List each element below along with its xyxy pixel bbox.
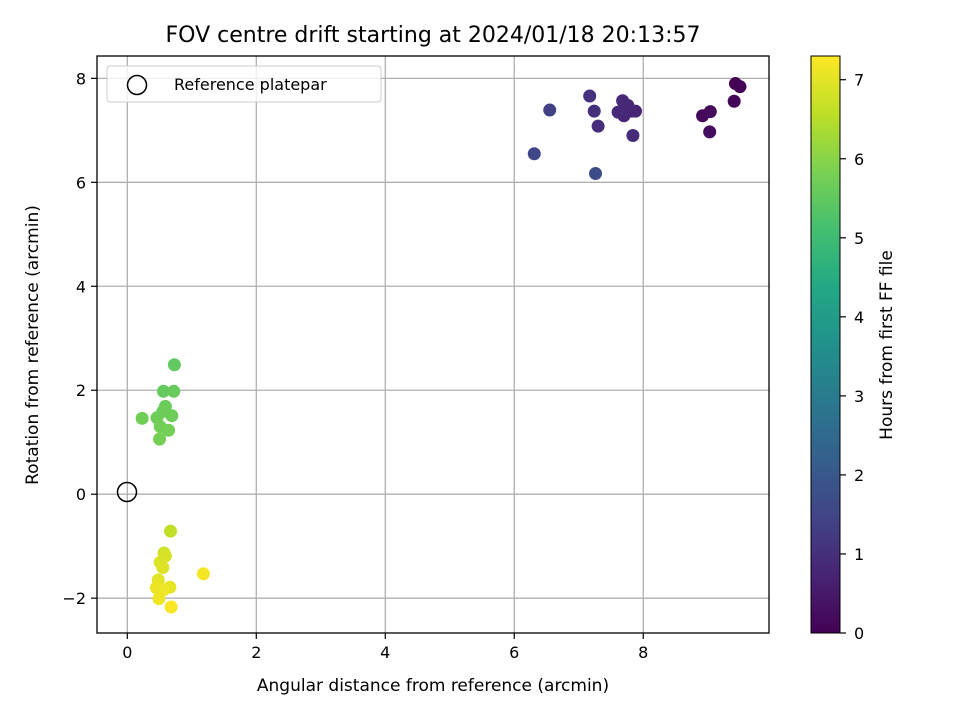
- data-point: [156, 384, 170, 398]
- y-tick-label: 4: [76, 277, 86, 296]
- data-point: [733, 80, 747, 94]
- y-tick-label: −2: [62, 589, 86, 608]
- data-point: [164, 600, 178, 614]
- colorbar-tick-label: 7: [854, 71, 864, 90]
- data-point: [156, 561, 170, 575]
- y-tick-label: 2: [76, 381, 86, 400]
- legend-box: [106, 65, 382, 103]
- data-point: [527, 147, 541, 161]
- data-point: [591, 119, 605, 133]
- colorbar-tick-label: 0: [854, 624, 864, 643]
- y-axis-label: Rotation from reference (arcmin): [23, 205, 43, 485]
- x-tick-label: 0: [122, 643, 132, 662]
- data-point: [152, 592, 166, 606]
- data-point: [543, 103, 557, 117]
- grid: [97, 56, 769, 633]
- colorbar: [810, 55, 841, 634]
- colorbar-tick-label: 2: [854, 466, 864, 485]
- data-point: [703, 105, 717, 119]
- chart-title: FOV centre drift starting at 2024/01/18 …: [166, 23, 701, 48]
- x-axis-label: Angular distance from reference (arcmin): [257, 676, 609, 696]
- colorbar-tick-label: 4: [854, 308, 864, 327]
- data-point: [589, 166, 603, 180]
- data-point: [626, 129, 640, 143]
- colorbar-tick-label: 3: [854, 387, 864, 406]
- data-point: [162, 423, 176, 437]
- legend: Reference platepar: [106, 65, 382, 103]
- data-point: [164, 524, 178, 538]
- colorbar-tick-label: 6: [854, 150, 864, 169]
- reference-point: [116, 481, 138, 503]
- data-point: [165, 409, 179, 423]
- x-tick-label: 8: [638, 643, 648, 662]
- colorbar-ticks: 0 1 2 3 4 5 6 7: [840, 71, 864, 643]
- legend-marker: [126, 74, 148, 96]
- x-tick-label: 4: [380, 643, 390, 662]
- data-points: [135, 77, 747, 614]
- colorbar-label: Hours from first FF file: [877, 250, 897, 440]
- data-point: [135, 411, 149, 425]
- colorbar-tick-label: 5: [854, 229, 864, 248]
- legend-label: Reference platepar: [174, 75, 327, 94]
- data-point: [167, 358, 181, 372]
- data-point: [727, 94, 741, 108]
- x-tick-label: 6: [509, 643, 519, 662]
- x-axis-ticks: 0 2 4 6 8: [122, 633, 648, 662]
- data-point: [153, 432, 167, 446]
- data-point: [583, 89, 597, 103]
- colorbar-tick-label: 1: [854, 545, 864, 564]
- data-point: [167, 384, 181, 398]
- data-point: [587, 104, 601, 118]
- data-point: [196, 567, 210, 581]
- data-point: [703, 125, 717, 139]
- y-tick-label: 8: [76, 69, 86, 88]
- y-tick-label: 0: [76, 485, 86, 504]
- data-point: [616, 94, 630, 108]
- y-tick-label: 6: [76, 173, 86, 192]
- plot-frame: [96, 55, 770, 634]
- y-axis-ticks: −2 0 2 4 6 8: [62, 69, 97, 608]
- x-tick-label: 2: [251, 643, 261, 662]
- data-point: [611, 105, 625, 119]
